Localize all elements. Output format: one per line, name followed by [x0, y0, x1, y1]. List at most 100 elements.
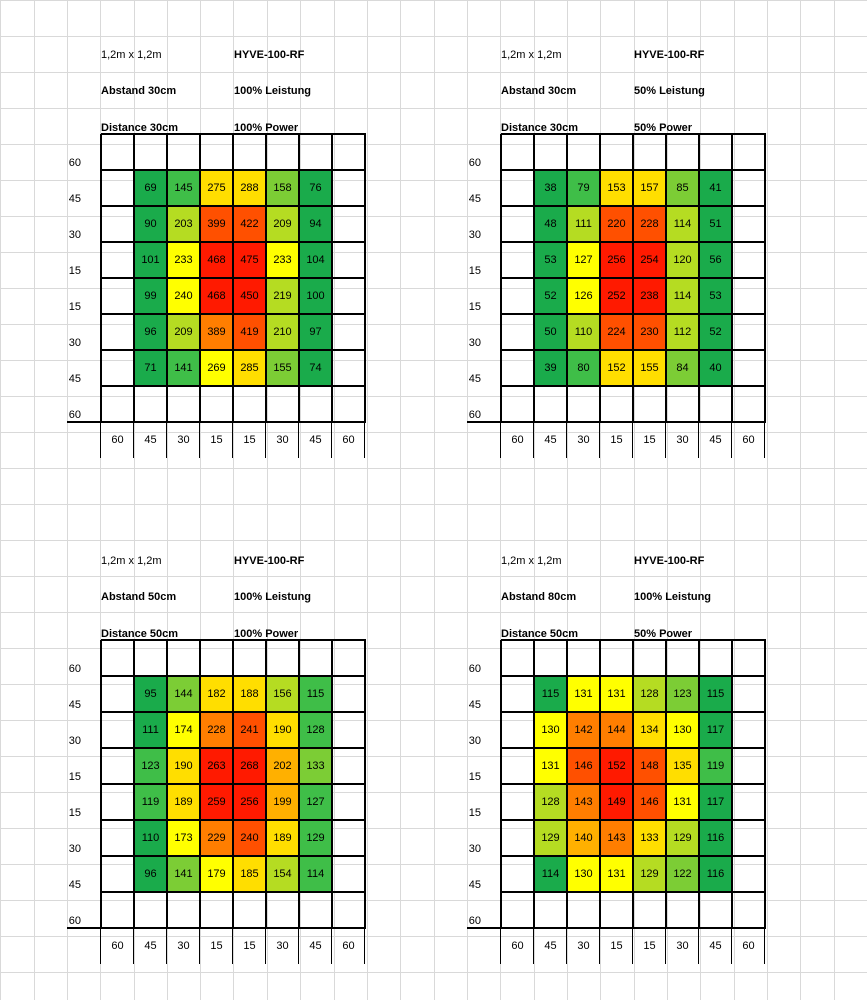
y-axis-label: 30 — [468, 843, 481, 855]
heatmap-cell: 269 — [200, 350, 233, 386]
grid-line — [566, 422, 567, 458]
grid-line — [331, 928, 332, 964]
grid-line — [199, 422, 200, 458]
heatmap-cell: 240 — [167, 278, 200, 314]
heatmap-cell: 71 — [134, 350, 167, 386]
heatmap-cell: 112 — [666, 314, 699, 350]
heatmap-cell: 189 — [266, 820, 299, 856]
grid-line — [501, 855, 766, 857]
heatmap-cell: 111 — [567, 206, 600, 242]
y-axis-label: 45 — [468, 699, 481, 711]
x-axis-label: 60 — [342, 434, 355, 446]
grid-line — [764, 422, 765, 458]
heatmap-cell: 256 — [600, 242, 633, 278]
heatmap-cell: 153 — [600, 170, 633, 206]
heatmap-cell: 238 — [633, 278, 666, 314]
x-axis-label: 45 — [709, 434, 722, 446]
heatmap-cell: 146 — [567, 748, 600, 784]
heatmap-cell: 90 — [134, 206, 167, 242]
x-axis-label: 60 — [111, 940, 124, 952]
y-axis-label: 60 — [68, 409, 81, 421]
y-axis-label: 30 — [68, 337, 81, 349]
x-axis-label: 45 — [709, 940, 722, 952]
heatmap-cell: 48 — [534, 206, 567, 242]
grid-line — [698, 928, 699, 964]
heatmap-cell: 115 — [534, 676, 567, 712]
distance-label: Distance 50cm — [101, 628, 179, 640]
grid-line — [731, 640, 733, 929]
abstand-label: Abstand 50cm — [101, 591, 177, 603]
heatmap-cell: 95 — [134, 676, 167, 712]
heatmap-cell: 110 — [567, 314, 600, 350]
heatmap-cell: 131 — [567, 676, 600, 712]
abstand-label: Abstand 30cm — [501, 85, 577, 97]
heatmap-cell: 111 — [134, 712, 167, 748]
size-label: 1,2m x 1,2m — [501, 555, 562, 567]
heatmap-cell: 127 — [299, 784, 332, 820]
grid-line — [501, 313, 766, 315]
grid-line — [101, 855, 366, 857]
grid-line — [698, 422, 699, 458]
y-axis-label: 15 — [68, 265, 81, 277]
heatmap-cell: 128 — [633, 676, 666, 712]
heatmap-cell: 144 — [167, 676, 200, 712]
heatmap-cell: 188 — [233, 676, 266, 712]
grid-line — [101, 385, 366, 387]
grid-line — [199, 928, 200, 964]
heatmap-cell: 224 — [600, 314, 633, 350]
heatmap-cell: 128 — [534, 784, 567, 820]
leistung-label: 100% Leistung — [234, 85, 312, 97]
distance-label: Distance 50cm — [501, 628, 579, 640]
heatmap-cell: 129 — [633, 856, 666, 892]
heatmap-cell: 53 — [534, 242, 567, 278]
y-axis-label: 30 — [468, 337, 481, 349]
grid-line — [665, 640, 667, 929]
heatmap-cell: 203 — [167, 206, 200, 242]
y-axis-label: 45 — [468, 373, 481, 385]
y-axis-label: 30 — [68, 229, 81, 241]
grid-line — [764, 640, 766, 929]
power-label: 50% Power — [634, 122, 693, 134]
heatmap-cell: 275 — [200, 170, 233, 206]
x-axis-label: 60 — [742, 940, 755, 952]
heatmap-cell: 133 — [299, 748, 332, 784]
heatmap-cell: 80 — [567, 350, 600, 386]
grid-line — [100, 422, 101, 458]
heatmap-cell: 143 — [600, 820, 633, 856]
heatmap-cell: 114 — [534, 856, 567, 892]
heatmap-cell: 76 — [299, 170, 332, 206]
grid-line — [698, 640, 700, 929]
size-label: 1,2m x 1,2m — [101, 49, 162, 61]
heatmap-cell: 174 — [167, 712, 200, 748]
power-label: 100% Power — [234, 628, 299, 640]
grid-line — [501, 349, 766, 351]
grid-line — [364, 134, 366, 423]
y-axis-label: 45 — [468, 193, 481, 205]
heatmap-cell: 233 — [167, 242, 200, 278]
y-axis-label: 60 — [68, 915, 81, 927]
heatmap-cell: 114 — [299, 856, 332, 892]
grid-line — [101, 349, 366, 351]
x-axis-label: 45 — [144, 434, 157, 446]
heatmap-cell: 230 — [633, 314, 666, 350]
heatmap-cell: 116 — [699, 820, 732, 856]
x-axis-label: 45 — [144, 940, 157, 952]
grid-line — [232, 928, 233, 964]
y-axis-label: 15 — [68, 301, 81, 313]
grid-line — [632, 928, 633, 964]
heatmap-cell: 116 — [699, 856, 732, 892]
heatmap-cell: 50 — [534, 314, 567, 350]
heatmap-cell: 94 — [299, 206, 332, 242]
heatmap-cell: 135 — [666, 748, 699, 784]
grid-line — [599, 928, 600, 964]
heatmap-cell: 140 — [567, 820, 600, 856]
heatmap-cell: 131 — [534, 748, 567, 784]
heatmap-cell: 115 — [699, 676, 732, 712]
heatmap-cell: 99 — [134, 278, 167, 314]
grid-line — [632, 422, 633, 458]
grid-line — [133, 422, 134, 458]
y-axis-label: 45 — [68, 193, 81, 205]
x-axis-label: 45 — [309, 940, 322, 952]
grid-line — [665, 422, 666, 458]
grid-line — [533, 928, 534, 964]
